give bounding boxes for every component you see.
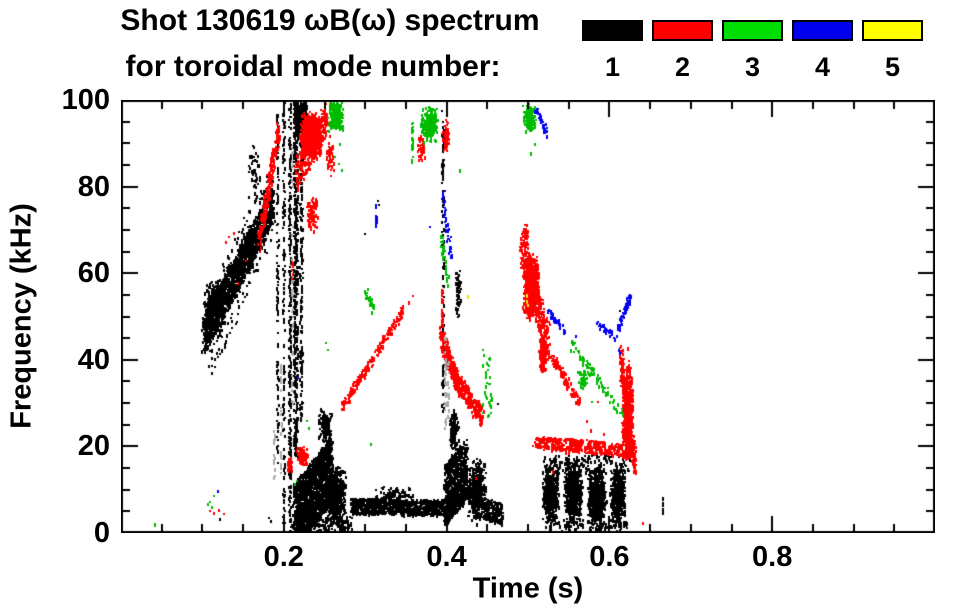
legend-swatch-3 (722, 20, 783, 41)
chart-subtitle: for toroidal mode number: (125, 50, 501, 83)
y-tick-label-40: 40 (77, 343, 110, 376)
y-tick-label-20: 20 (77, 430, 110, 463)
legend-label-4: 4 (814, 52, 831, 82)
x-tick-label-0.4: 0.4 (426, 541, 467, 573)
y-tick-label-0: 0 (93, 517, 110, 549)
x-tick-label-0.8: 0.8 (752, 541, 793, 573)
spectrum-plot-canvas (121, 100, 935, 533)
y-tick-label-100: 100 (61, 84, 110, 116)
legend-label-5: 5 (884, 52, 901, 82)
x-tick-label-0.6: 0.6 (589, 541, 630, 573)
legend-label-3: 3 (744, 52, 761, 82)
y-axis-title: Frequency (kHz) (5, 203, 38, 429)
legend-swatch-2 (652, 20, 713, 41)
y-tick-label-60: 60 (77, 257, 110, 290)
legend-label-2: 2 (674, 52, 691, 82)
legend-swatch-1 (582, 20, 643, 41)
x-tick-label-0.2: 0.2 (263, 541, 304, 573)
legend-swatch-4 (792, 20, 853, 41)
x-axis-title: Time (s) (472, 572, 584, 605)
y-tick-label-80: 80 (77, 170, 110, 203)
legend-swatch-5 (862, 20, 923, 41)
chart-title: Shot 130619 ωB(ω) spectrum (120, 4, 540, 37)
legend-label-1: 1 (604, 52, 621, 82)
